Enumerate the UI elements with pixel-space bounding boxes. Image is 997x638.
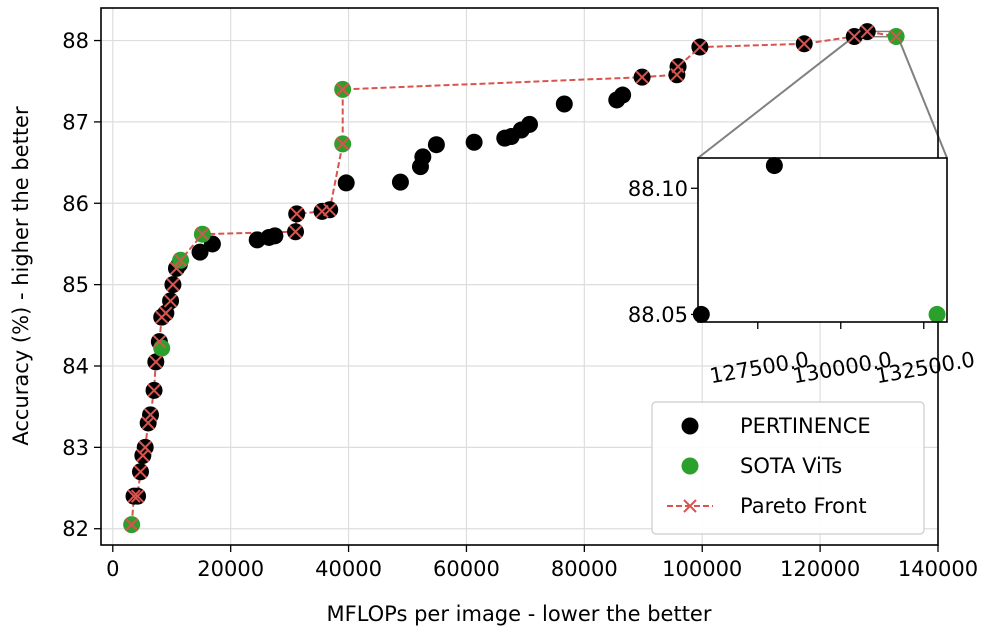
pareto-point — [288, 225, 303, 239]
x-tick-label: 40000 — [315, 557, 382, 581]
legend-marker-pertinence — [681, 417, 699, 435]
pareto-point — [147, 383, 161, 398]
pareto-point — [149, 355, 163, 369]
pareto-point — [143, 408, 158, 422]
inset-y-tick-label: 88.10 — [628, 177, 688, 201]
pertinence-point — [465, 133, 483, 151]
y-axis-label: Accuracy (%) - higher the better — [9, 106, 33, 446]
legend-box — [651, 401, 925, 535]
main-ticks: 0 20000 40000 60000 80000 100000 120000 140000 8… — [62, 29, 978, 581]
legend-label-sota: SOTA ViTs — [740, 454, 842, 478]
y-tick-label: 82 — [62, 517, 89, 541]
zoom-connector-right — [896, 36, 948, 159]
pareto-point — [195, 227, 210, 241]
legend: PERTINENCE SOTA ViTs Pareto Front — [651, 401, 925, 535]
pareto-point — [289, 207, 304, 221]
pareto-point — [133, 465, 148, 479]
pareto-point — [173, 253, 188, 267]
x-tick-label: 140000 — [898, 557, 978, 581]
pertinence-point — [191, 243, 209, 261]
y-tick-label: 83 — [62, 436, 89, 460]
x-tick-label: 120000 — [780, 557, 860, 581]
pareto-point — [163, 294, 178, 308]
pareto-point — [889, 29, 903, 44]
inset-background — [698, 158, 947, 322]
pareto-point — [159, 306, 173, 320]
pareto-point — [166, 277, 180, 292]
zoom-connector-left — [697, 35, 855, 159]
x-tick-label: 20000 — [197, 557, 264, 581]
pareto-point — [130, 489, 145, 503]
pareto-point — [136, 448, 150, 463]
inset-pertinence-point — [765, 157, 783, 175]
pertinence-point — [414, 148, 432, 166]
inset-frame — [697, 157, 948, 323]
pareto-point — [138, 440, 152, 455]
pertinence-point — [555, 95, 573, 113]
inset-y-tick-label: 88.05 — [628, 303, 688, 327]
x-tick-label: 80000 — [551, 557, 618, 581]
pareto-point — [152, 334, 167, 349]
pareto-point — [797, 37, 811, 51]
pertinence-point — [521, 115, 539, 133]
y-tick-label: 84 — [62, 355, 89, 379]
pareto-point — [693, 40, 707, 54]
y-tick-label: 88 — [62, 29, 89, 53]
x-tick-label: 0 — [106, 557, 119, 581]
pareto-point — [322, 203, 337, 217]
pareto-point — [635, 70, 649, 84]
pareto-point — [141, 416, 155, 430]
legend-label-pareto: Pareto Front — [740, 494, 867, 518]
pareto-point — [847, 29, 862, 44]
x-axis-label: MFLOPs per image - lower the better — [327, 602, 712, 626]
pareto-point — [127, 489, 141, 503]
pertinence-point — [266, 227, 284, 245]
y-tick-label: 86 — [62, 192, 89, 216]
inset-sota-point — [928, 305, 946, 323]
inset-points — [692, 157, 946, 323]
x-tick-label: 100000 — [662, 557, 742, 581]
legend-label-pertinence: PERTINENCE — [740, 414, 871, 438]
pareto-point — [335, 137, 350, 151]
pareto-point — [860, 24, 874, 39]
pertinence-point — [391, 173, 409, 191]
y-tick-label: 87 — [62, 110, 89, 134]
pareto-point — [169, 261, 184, 276]
main-points — [123, 23, 905, 534]
y-tick-label: 85 — [62, 273, 89, 297]
pareto-point — [124, 517, 139, 532]
x-tick-label: 60000 — [433, 557, 500, 581]
legend-marker-sota — [681, 457, 699, 475]
pertinence-point — [427, 136, 445, 154]
sota-vit-point — [153, 339, 171, 357]
pertinence-point — [337, 174, 355, 192]
pareto-point — [671, 59, 685, 74]
pareto-point — [335, 82, 350, 97]
legend-marker-pareto — [683, 499, 697, 513]
pertinence-point — [614, 86, 632, 104]
inset-pertinence-point — [692, 305, 710, 323]
